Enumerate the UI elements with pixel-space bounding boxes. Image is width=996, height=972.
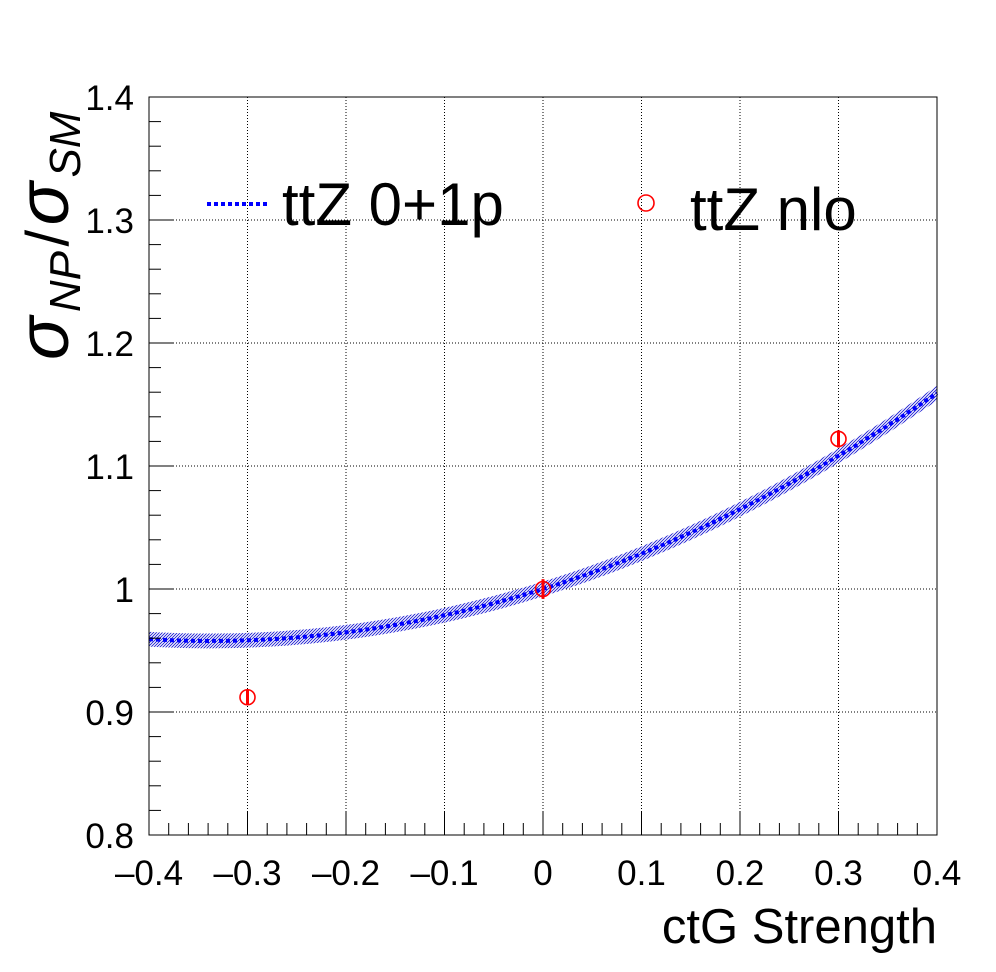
axis-ticks	[148, 96, 938, 836]
y-tick-label: 1.1	[85, 448, 134, 487]
y-title-sigma-num: σ	[4, 314, 84, 360]
x-tick-label: –0.4	[115, 854, 183, 893]
legend: ttZ 0+1p ttZ nlo	[207, 171, 857, 243]
y-axis-title: σ NP / σ SM	[4, 111, 90, 360]
y-title-slash: /	[14, 230, 81, 247]
y-title-sigma-den: σ	[4, 179, 84, 225]
y-title-sub-num: NP	[41, 250, 90, 312]
x-tick-label: –0.2	[312, 854, 380, 893]
x-tick-label: –0.1	[410, 854, 478, 893]
x-tick-label: 0.4	[913, 854, 962, 893]
nlo-point-1	[534, 580, 552, 598]
y-tick-label: 1.2	[85, 325, 134, 364]
x-tick-label: 0.1	[617, 854, 666, 893]
y-tick-label: 1.4	[85, 79, 134, 118]
x-tick-label: 0.3	[814, 854, 863, 893]
y-tick-labels: 0.8 0.9 1 1.1 1.2 1.3 1.4	[85, 79, 134, 856]
grid	[149, 97, 937, 835]
nlo-point-2	[830, 430, 847, 448]
legend-marker-ttz-nlo	[637, 194, 655, 212]
legend-label-ttz-0p1p: ttZ 0+1p	[282, 171, 504, 238]
y-tick-label: 1	[115, 571, 134, 610]
x-tick-label: 0.2	[716, 854, 765, 893]
y-title-sub-den: SM	[41, 111, 90, 177]
x-axis-title: ctG Strength	[662, 900, 937, 954]
x-tick-labels: –0.4 –0.3 –0.2 –0.1 0 0.1 0.2 0.3 0.4	[115, 854, 961, 893]
series-ttz-nlo	[239, 430, 847, 706]
legend-label-ttz-nlo: ttZ nlo	[690, 176, 857, 243]
x-tick-label: 0	[533, 854, 552, 893]
y-tick-label: 0.8	[85, 817, 134, 856]
svg-text:σ NP / σ: σ NP / σ SM	[4, 111, 90, 360]
y-tick-label: 0.9	[85, 694, 134, 733]
y-tick-label: 1.3	[85, 202, 134, 241]
x-tick-label: –0.3	[213, 854, 281, 893]
nlo-point-0	[239, 688, 256, 706]
